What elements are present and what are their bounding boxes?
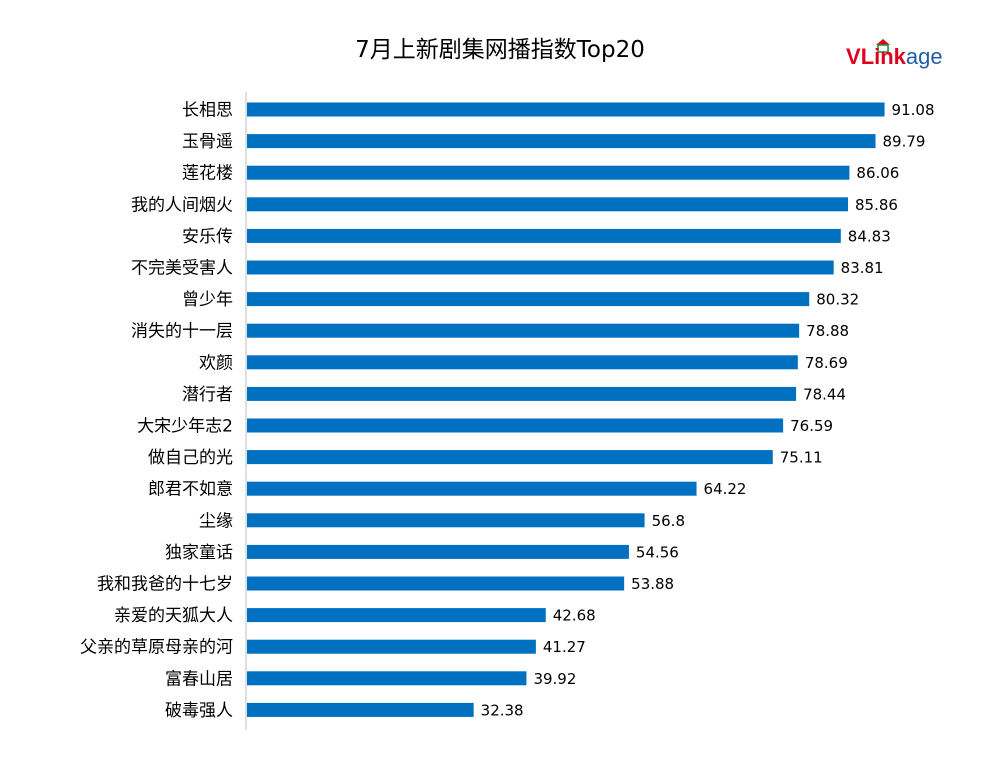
value-label: 54.56 <box>636 543 679 561</box>
value-label: 32.38 <box>481 701 524 719</box>
category-label: 独家童话 <box>165 543 233 563</box>
bar <box>247 102 885 117</box>
category-label: 郎君不如意 <box>148 480 233 500</box>
value-label: 41.27 <box>543 638 586 656</box>
bar <box>247 450 773 465</box>
chart-title: 7月上新剧集网播指数Top20 <box>355 37 645 63</box>
value-label: 56.8 <box>652 512 685 530</box>
value-label: 78.44 <box>803 385 846 403</box>
category-label: 安乐传 <box>182 227 233 247</box>
category-label: 欢颜 <box>199 353 233 373</box>
value-label: 83.81 <box>841 259 884 277</box>
category-label: 富春山居 <box>165 669 233 689</box>
value-label: 75.11 <box>780 449 823 467</box>
bar <box>247 481 697 496</box>
bar <box>247 355 798 370</box>
category-label: 我和我爸的十七岁 <box>97 575 233 595</box>
logo-text-age: age <box>906 44 943 69</box>
category-label: 尘缘 <box>199 511 233 531</box>
value-label: 78.69 <box>805 354 848 372</box>
bars-layer: 长相思 91.08 玉骨遥 89.79 莲花楼 86.06 我的人间烟火 85.86 安乐传 84… <box>80 101 935 721</box>
category-label: 父亲的草原母亲的河 <box>80 638 233 658</box>
bar <box>247 197 849 212</box>
vlinkage-logo: VLinkage <box>846 39 943 69</box>
bar <box>247 260 834 275</box>
value-label: 86.06 <box>856 164 899 182</box>
bar <box>247 671 527 686</box>
category-label: 玉骨遥 <box>182 132 233 152</box>
bar <box>247 386 797 401</box>
category-label: 长相思 <box>182 101 233 121</box>
bar <box>247 544 629 559</box>
category-label: 不完美受害人 <box>131 259 233 279</box>
bar <box>247 576 625 591</box>
category-label: 我的人间烟火 <box>131 195 233 215</box>
bar <box>247 228 841 243</box>
category-label: 消失的十一层 <box>131 322 233 342</box>
logo-text-link: Link <box>861 44 907 69</box>
value-label: 84.83 <box>848 227 891 245</box>
value-label: 53.88 <box>631 575 674 593</box>
bar <box>247 702 474 717</box>
bar <box>247 134 876 149</box>
category-label: 莲花楼 <box>182 164 233 184</box>
svg-text:VLinkage: VLinkage <box>846 44 943 69</box>
category-label: 做自己的光 <box>148 448 233 468</box>
bar <box>247 513 645 528</box>
value-label: 91.08 <box>892 101 935 119</box>
category-label: 曾少年 <box>182 290 233 310</box>
value-label: 89.79 <box>883 133 926 151</box>
bar <box>247 608 546 623</box>
value-label: 76.59 <box>790 417 833 435</box>
bar <box>247 323 800 338</box>
logo-text-v: V <box>846 44 861 69</box>
bar <box>247 165 850 180</box>
category-label: 破毒强人 <box>165 701 233 721</box>
bar <box>247 418 784 433</box>
value-label: 42.68 <box>553 607 596 625</box>
value-label: 64.22 <box>704 480 747 498</box>
value-label: 39.92 <box>533 670 576 688</box>
bar <box>247 639 536 654</box>
bar <box>247 292 810 307</box>
logo-house-icon <box>876 39 890 53</box>
value-label: 80.32 <box>816 291 859 309</box>
category-label: 亲爱的天狐大人 <box>114 606 233 626</box>
category-label: 潜行者 <box>182 385 233 405</box>
category-label: 大宋少年志2 <box>137 417 233 437</box>
value-label: 85.86 <box>855 196 898 214</box>
value-label: 78.88 <box>806 322 849 340</box>
